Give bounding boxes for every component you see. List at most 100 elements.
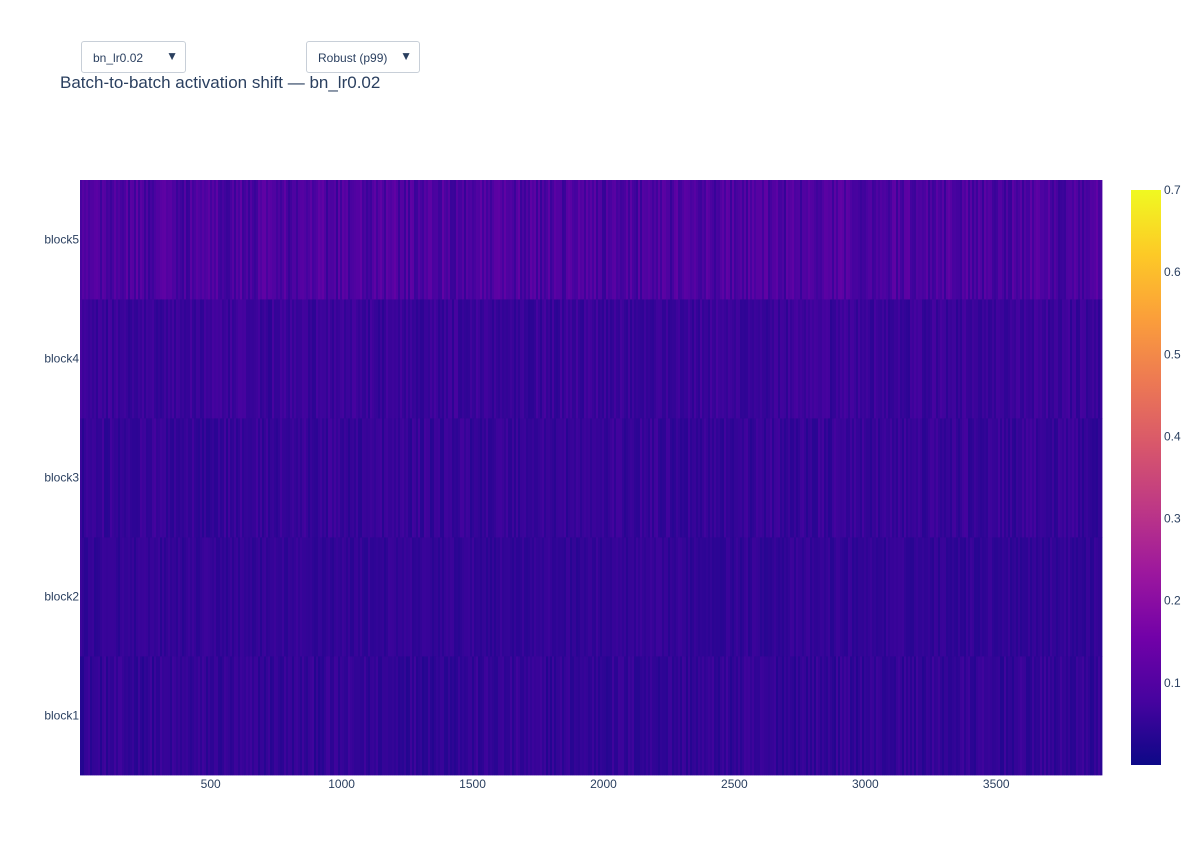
heatmap-cell: [636, 299, 639, 419]
heatmap-cell: [1002, 418, 1005, 538]
heatmap-cell: [992, 418, 995, 538]
heatmap-cell: [990, 180, 993, 300]
heatmap-cell: [644, 418, 647, 538]
heatmap-cell: [224, 180, 227, 300]
heatmap-cell: [606, 180, 609, 300]
heatmap-cell: [716, 299, 719, 419]
heatmap-cell: [1030, 418, 1033, 538]
heatmap-cell: [534, 299, 537, 419]
heatmap-cell: [438, 418, 441, 538]
heatmap-cell: [346, 418, 349, 538]
heatmap-cell: [1026, 537, 1029, 657]
heatmap-cell: [982, 418, 985, 538]
heatmap-cell: [614, 537, 617, 657]
heatmap-cell: [308, 418, 311, 538]
heatmap-cell: [544, 656, 547, 776]
heatmap-cell: [418, 180, 421, 300]
heatmap-cell: [186, 180, 189, 300]
heatmap-cell: [430, 418, 433, 538]
heatmap-cell: [1048, 299, 1051, 419]
heatmap-cell: [1028, 656, 1031, 776]
heatmap-cell: [456, 418, 459, 538]
heatmap-cell: [758, 299, 761, 419]
heatmap-cell: [524, 656, 527, 776]
heatmap-cell: [164, 656, 167, 776]
heatmap-cell: [408, 537, 411, 657]
heatmap-cell: [850, 418, 853, 538]
heatmap-cell: [176, 180, 179, 300]
heatmap-cell: [786, 180, 789, 300]
heatmap-cell: [380, 299, 383, 419]
heatmap-cell: [472, 656, 475, 776]
heatmap-cell: [716, 180, 719, 300]
heatmap-cell: [632, 418, 635, 538]
heatmap-cell: [612, 418, 615, 538]
heatmap-cell: [698, 180, 701, 300]
heatmap-cell: [828, 537, 831, 657]
heatmap-cell: [478, 418, 481, 538]
heatmap-cell: [964, 180, 967, 300]
heatmap-cell: [532, 418, 535, 538]
heatmap-cell: [416, 656, 419, 776]
heatmap-cell: [304, 180, 307, 300]
scale-selector-dropdown[interactable]: Robust (p99) ▼: [306, 41, 420, 73]
heatmap-cell: [1052, 418, 1055, 538]
heatmap-cell: [430, 656, 433, 776]
heatmap-cell: [408, 656, 411, 776]
heatmap-cell: [562, 537, 565, 657]
heatmap-cell: [126, 299, 129, 419]
heatmap-cell: [502, 537, 505, 657]
heatmap-cell: [990, 537, 993, 657]
heatmap-cell: [568, 537, 571, 657]
heatmap-cell: [416, 299, 419, 419]
heatmap-cell: [582, 180, 585, 300]
heatmap-cell: [212, 418, 215, 538]
heatmap-cell: [324, 299, 327, 419]
heatmap-cell: [942, 299, 945, 419]
heatmap-cell: [372, 180, 375, 300]
heatmap-cell: [298, 656, 301, 776]
heatmap-cell: [282, 537, 285, 657]
heatmap-cell: [90, 656, 93, 776]
heatmap-cell: [768, 180, 771, 300]
heatmap-cell: [270, 299, 273, 419]
heatmap-cell: [1018, 537, 1021, 657]
heatmap-cell: [456, 656, 459, 776]
heatmap-cell: [934, 180, 937, 300]
heatmap-cell: [660, 537, 663, 657]
heatmap-cell: [356, 180, 359, 300]
heatmap-cell: [914, 299, 917, 419]
heatmap-cell: [488, 299, 491, 419]
heatmap-cell: [102, 418, 105, 538]
heatmap-cell: [258, 299, 261, 419]
heatmap-cell: [740, 299, 743, 419]
heatmap-cell: [664, 656, 667, 776]
heatmap-cell: [178, 180, 181, 300]
heatmap-cell: [754, 418, 757, 538]
heatmap-cell: [296, 656, 299, 776]
heatmap-cell: [1082, 180, 1085, 300]
heatmap-cell: [166, 180, 169, 300]
heatmap-cell: [644, 180, 647, 300]
heatmap-cell: [296, 299, 299, 419]
heatmap-cell: [650, 537, 653, 657]
heatmap-cell: [612, 537, 615, 657]
heatmap-cell: [1046, 418, 1049, 538]
heatmap-cell: [652, 656, 655, 776]
run-selector-dropdown[interactable]: bn_lr0.02 ▼: [81, 41, 186, 73]
heatmap-cell: [136, 537, 139, 657]
heatmap-cell: [572, 180, 575, 300]
heatmap-cell: [540, 299, 543, 419]
heatmap-cell: [1000, 180, 1003, 300]
heatmap-cell: [234, 656, 237, 776]
heatmap-cell: [184, 418, 187, 538]
heatmap-cell: [778, 180, 781, 300]
heatmap-cell: [90, 418, 93, 538]
heatmap-cell: [706, 537, 709, 657]
heatmap-cell: [570, 180, 573, 300]
heatmap-cell: [206, 656, 209, 776]
heatmap-cell: [360, 180, 363, 300]
heatmap-cell: [852, 180, 855, 300]
heatmap-cell: [1042, 180, 1045, 300]
heatmap-cell: [318, 418, 321, 538]
